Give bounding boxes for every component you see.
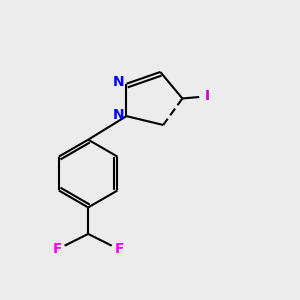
Text: N: N (112, 108, 124, 122)
Text: I: I (204, 89, 209, 103)
Text: N: N (112, 75, 124, 89)
Text: F: F (114, 242, 124, 256)
Text: F: F (52, 242, 62, 256)
